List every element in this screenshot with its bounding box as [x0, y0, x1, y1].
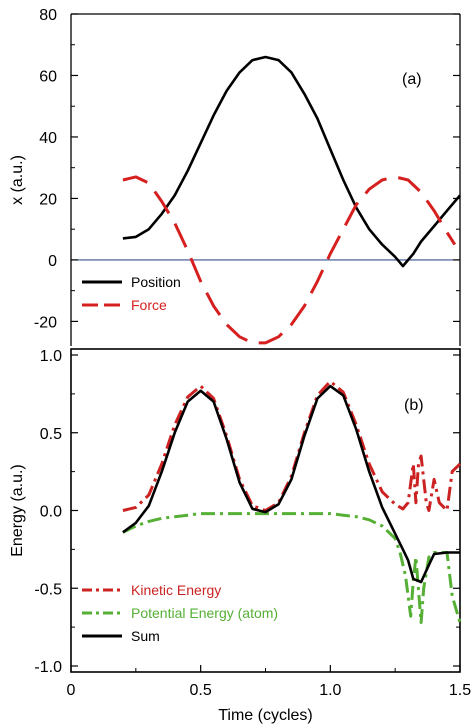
panel-b-legend-label-1: Kinetic Energy	[131, 582, 221, 598]
panel-b-ytick-label-4: -1.0	[34, 659, 62, 676]
panel-a-series-2	[122, 175, 457, 345]
panel-a-label: (a)	[402, 71, 422, 88]
panel-b-xtick-label-2: 1.0	[319, 682, 341, 699]
panel-a-legend-label-1: Position	[131, 274, 181, 290]
panel-b-ytick-label-0: 1.0	[40, 348, 62, 365]
panel-b-ytick-label-2: 0.0	[40, 504, 62, 521]
panel-b-legend-label-3: Sum	[131, 628, 160, 644]
panel-b-xtick-label-0: 0	[67, 682, 76, 699]
panel-b-xtick-label-1: 0.5	[190, 682, 212, 699]
panel-a-series-1	[122, 55, 461, 268]
panel-a-legend-label-2: Force	[131, 297, 167, 313]
panel-a: 80 60 40 20 0 -20 x (a.u.) (a) Position Force	[9, 7, 461, 346]
panel-b-series-1	[122, 379, 462, 512]
panel-b-ylabel: Energy (a.u.)	[9, 464, 26, 556]
panel-a-ytick-label-2: 40	[39, 130, 57, 147]
panel-a-ytick-label-3: 20	[39, 191, 57, 208]
panel-b-ytick-label-3: -0.5	[34, 581, 62, 598]
panel-b-xlabel: Time (cycles)	[218, 707, 313, 724]
panel-a-ytick-label-5: -20	[34, 314, 57, 331]
panel-b-xtick-label-3: 1.5	[449, 682, 471, 699]
panel-b: 1.0 0.5 0.0 -0.5 -1.0 0 0.5 1.0 1.5 Energy (a.u.)…	[9, 348, 471, 724]
panel-a-ytick-label-1: 60	[39, 68, 57, 85]
panel-b-legend-label-2: Potential Energy (atom)	[131, 605, 278, 621]
panel-b-label: (b)	[404, 397, 424, 414]
panel-a-ytick-label-4: 0	[48, 253, 57, 270]
panel-b-series-2	[122, 512, 462, 624]
panel-a-ylabel: x (a.u.)	[9, 155, 26, 205]
panel-a-ytick-label-0: 80	[39, 7, 57, 24]
panel-b-series-3	[122, 384, 460, 584]
panel-b-ytick-label-1: 0.5	[40, 426, 62, 443]
